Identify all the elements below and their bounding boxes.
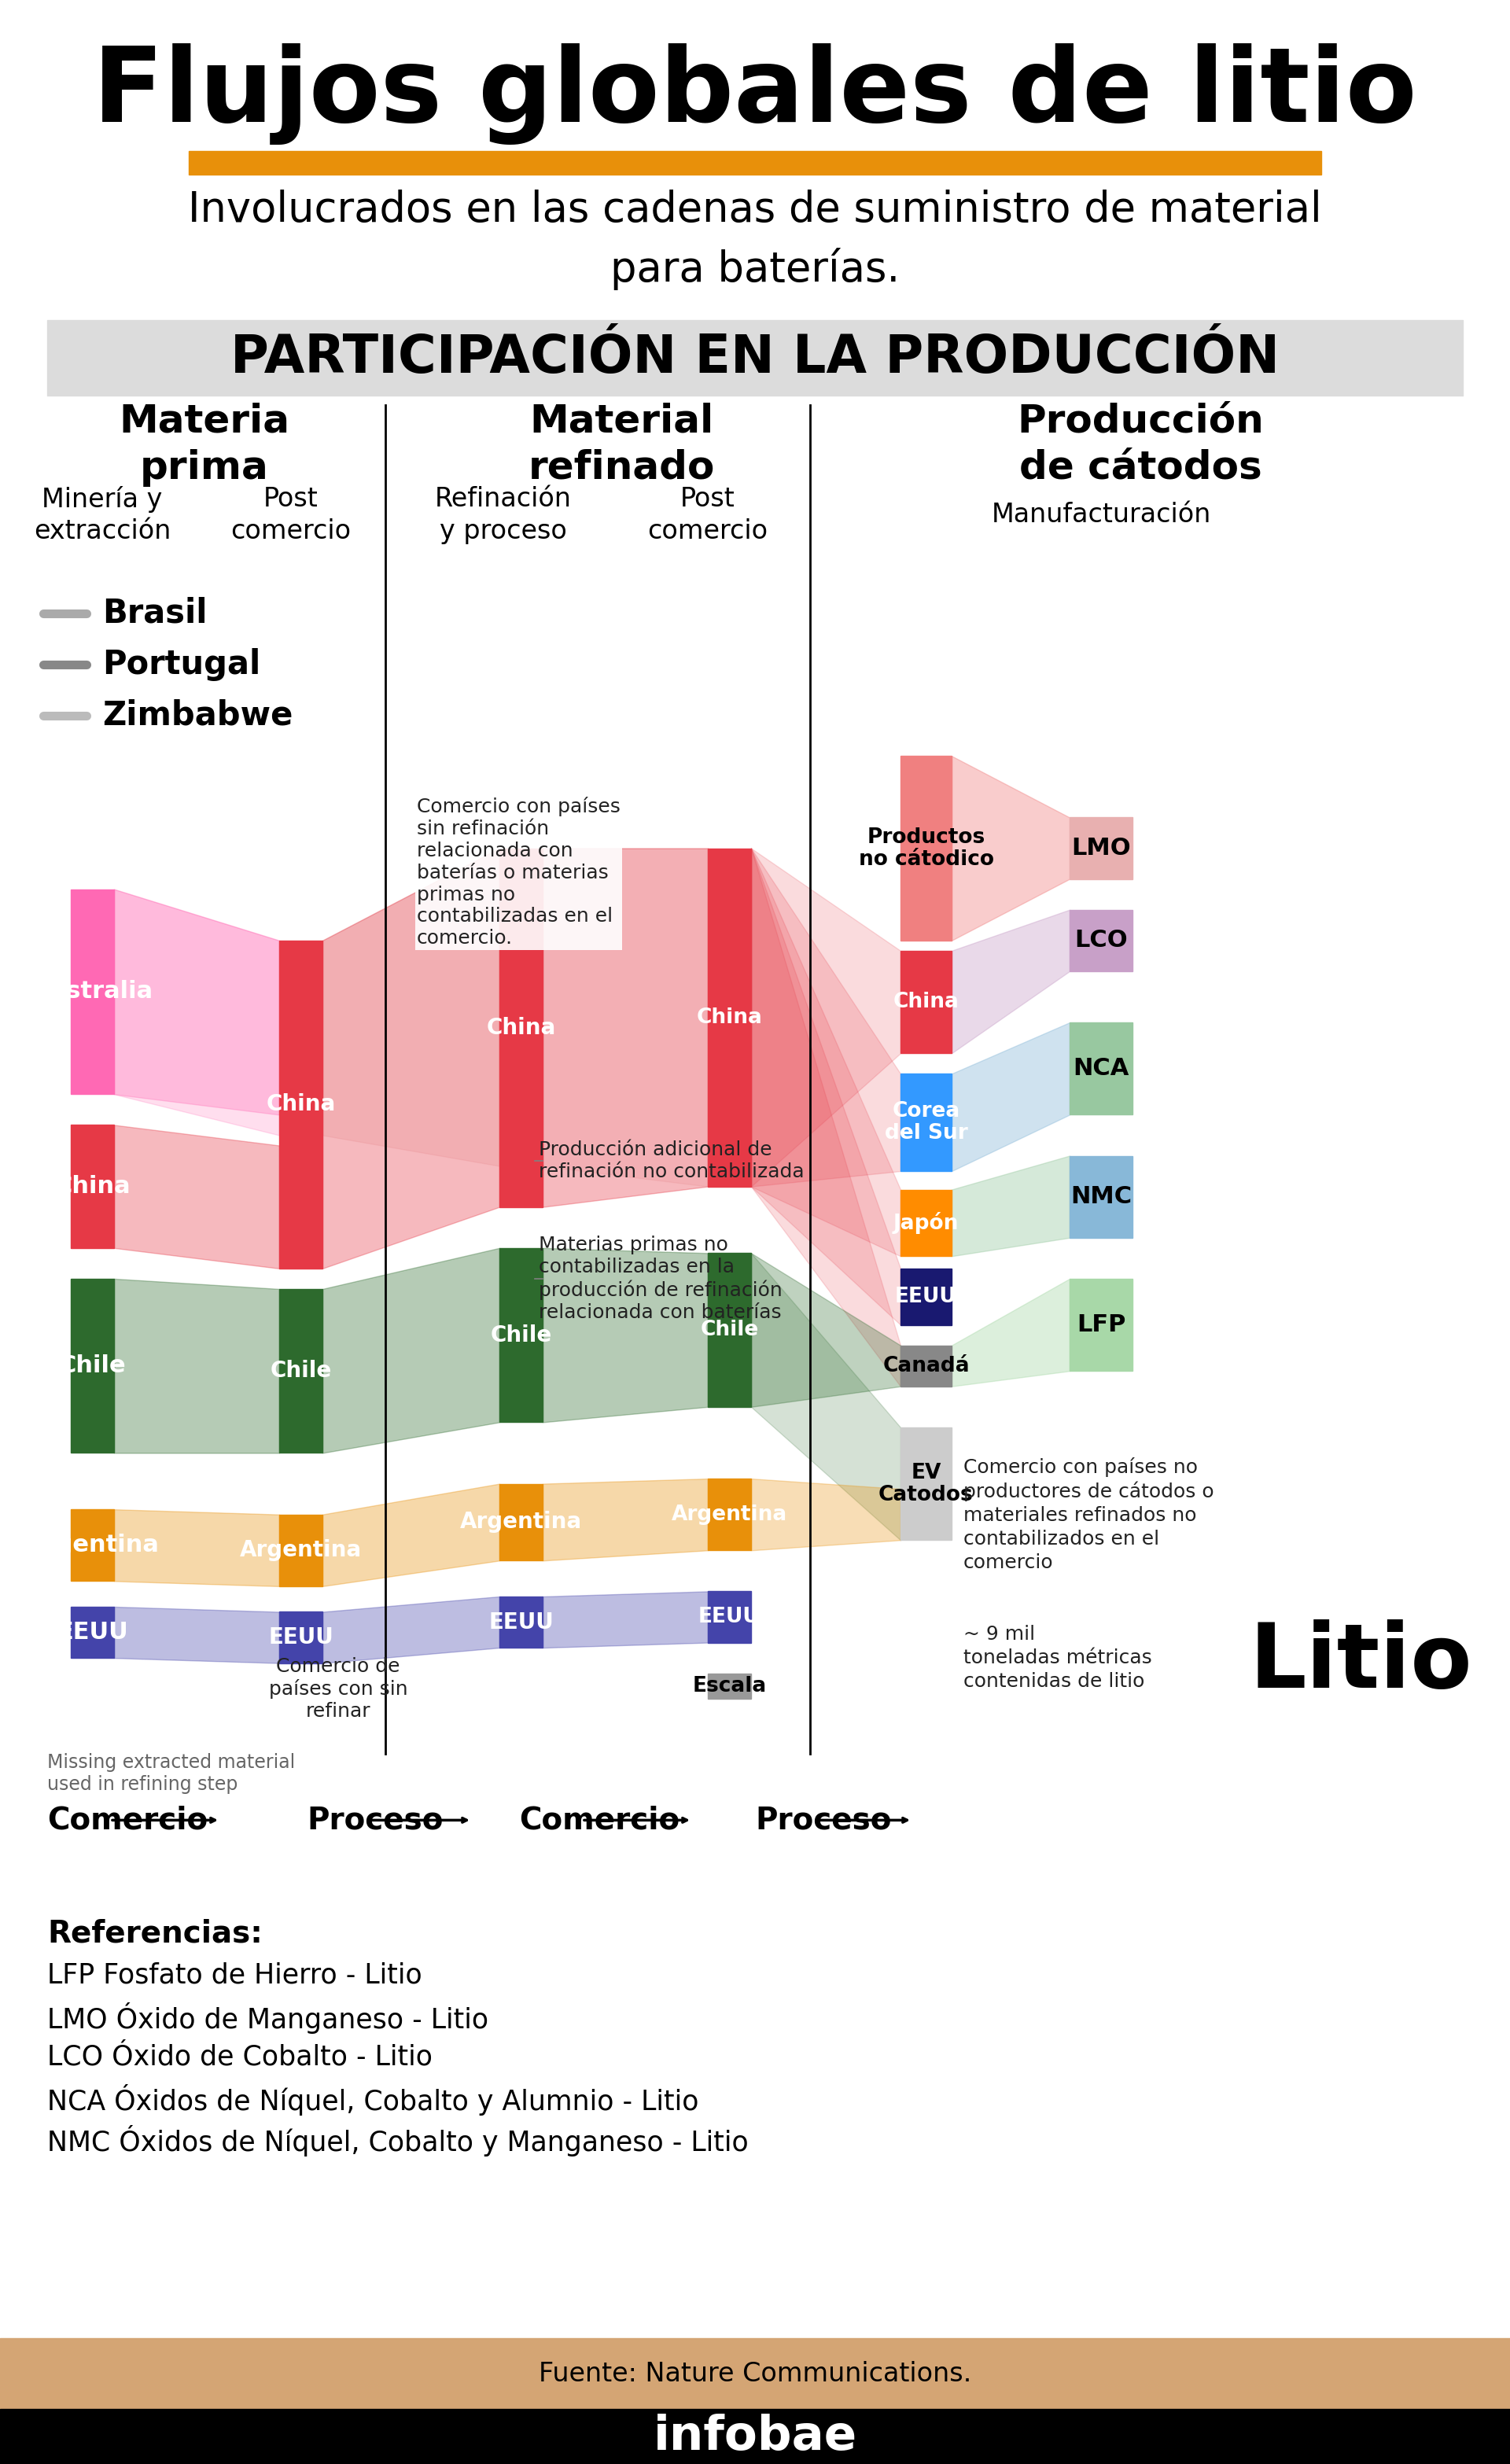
Text: Argentina: Argentina — [461, 1510, 581, 1533]
Text: EEUU: EEUU — [895, 1286, 957, 1306]
Bar — [279, 941, 323, 1269]
Text: Referencias:: Referencias: — [47, 1919, 263, 1949]
Text: LMO: LMO — [1071, 838, 1131, 860]
Text: Brasil: Brasil — [103, 596, 207, 631]
Bar — [708, 1478, 750, 1550]
Text: LFP Fosfato de Hierro - Litio: LFP Fosfato de Hierro - Litio — [47, 1961, 423, 1988]
Text: Chile: Chile — [701, 1321, 758, 1340]
Bar — [1069, 909, 1132, 971]
Bar — [900, 1345, 951, 1387]
Text: Escala: Escala — [693, 1676, 767, 1695]
Text: LCO: LCO — [1075, 929, 1128, 951]
Text: Material
refinado: Material refinado — [528, 402, 714, 485]
Text: Refinación
y proceso: Refinación y proceso — [435, 485, 572, 545]
Text: infobae: infobae — [652, 2412, 858, 2459]
Text: NMC Óxidos de Níquel, Cobalto y Manganeso - Litio: NMC Óxidos de Níquel, Cobalto y Manganes… — [47, 2126, 749, 2156]
Bar — [900, 1427, 951, 1540]
Bar — [500, 848, 542, 1207]
Text: Corea
del Sur: Corea del Sur — [885, 1101, 968, 1143]
Text: China: China — [266, 1094, 335, 1116]
Text: Argentina: Argentina — [26, 1533, 159, 1557]
Bar — [71, 1279, 115, 1454]
Bar — [500, 1483, 542, 1560]
Text: Chile: Chile — [270, 1360, 332, 1382]
Text: Manufacturación: Manufacturación — [991, 503, 1211, 527]
Bar — [71, 1607, 115, 1658]
Text: China: China — [486, 1018, 556, 1040]
Text: ~ 9 mil
toneladas métricas
contenidas de litio: ~ 9 mil toneladas métricas contenidas de… — [963, 1626, 1152, 1690]
Bar — [708, 1592, 750, 1643]
Text: Comercio con países no
productores de cátodos o
materiales refinados no
contabil: Comercio con países no productores de cá… — [963, 1456, 1214, 1572]
Text: NMC: NMC — [1071, 1185, 1132, 1207]
Bar — [71, 1126, 115, 1247]
Bar — [0, 2410, 1510, 2464]
Bar — [279, 1515, 323, 1587]
Text: China: China — [892, 991, 959, 1013]
Bar — [900, 1074, 951, 1170]
Text: Argentina: Argentina — [672, 1503, 787, 1525]
Bar — [0, 2338, 1510, 2410]
Text: Argentina: Argentina — [240, 1540, 362, 1562]
Bar — [500, 1597, 542, 1648]
Bar — [1069, 1279, 1132, 1370]
Text: Litio: Litio — [1249, 1619, 1472, 1708]
Text: China: China — [696, 1008, 763, 1027]
Text: Proceso: Proceso — [755, 1806, 891, 1836]
Text: Comercio: Comercio — [519, 1806, 680, 1836]
Bar — [1069, 818, 1132, 880]
Text: Portugal: Portugal — [103, 648, 261, 680]
Text: NCA Óxidos de Níquel, Cobalto y Alumnio - Litio: NCA Óxidos de Níquel, Cobalto y Alumnio … — [47, 2085, 699, 2117]
Bar — [71, 1510, 115, 1582]
Bar — [189, 150, 1321, 175]
Text: Fuente: Nature Communications.: Fuente: Nature Communications. — [539, 2361, 971, 2388]
Text: Materias primas no
contabilizadas en la
producción de refinación
relacionada con: Materias primas no contabilizadas en la … — [539, 1237, 782, 1321]
Text: LCO Óxido de Cobalto - Litio: LCO Óxido de Cobalto - Litio — [47, 2043, 432, 2070]
Bar — [708, 848, 750, 1188]
Text: EV
Catodos: EV Catodos — [879, 1464, 974, 1506]
Text: EEUU: EEUU — [489, 1611, 554, 1634]
Text: Comercio con países
sin refinación
relacionada con
baterías o materias
primas no: Comercio con países sin refinación relac… — [417, 796, 621, 949]
Text: LMO Óxido de Manganeso - Litio: LMO Óxido de Manganeso - Litio — [47, 2003, 489, 2035]
Text: Materia
prima: Materia prima — [119, 402, 290, 485]
Text: Japón: Japón — [894, 1212, 959, 1234]
Bar — [1069, 1156, 1132, 1237]
Text: Chile: Chile — [491, 1323, 551, 1345]
Text: Producción adicional de
refinación no contabilizada: Producción adicional de refinación no co… — [539, 1141, 805, 1180]
Text: Productos
no cátodico: Productos no cátodico — [858, 828, 994, 870]
Bar — [279, 1289, 323, 1454]
Text: Post
comercio: Post comercio — [231, 485, 352, 545]
Bar — [708, 1254, 750, 1407]
Bar — [500, 1247, 542, 1422]
Text: Involucrados en las cadenas de suministro de material
para baterías.: Involucrados en las cadenas de suministr… — [189, 190, 1321, 291]
Text: Proceso: Proceso — [307, 1806, 442, 1836]
Text: Post
comercio: Post comercio — [648, 485, 769, 545]
Bar — [900, 1269, 951, 1326]
Text: Producción
de cátodos: Producción de cátodos — [1018, 402, 1264, 485]
Text: Comercio: Comercio — [47, 1806, 208, 1836]
Bar — [47, 320, 1463, 397]
Text: Missing extracted material
used in refining step: Missing extracted material used in refin… — [47, 1754, 294, 1794]
Bar — [900, 951, 951, 1052]
Text: Australia: Australia — [32, 981, 154, 1003]
Text: EEUU: EEUU — [269, 1626, 334, 1648]
Text: NCA: NCA — [1074, 1057, 1129, 1079]
Text: LFP: LFP — [1077, 1313, 1125, 1335]
Bar — [900, 1190, 951, 1257]
Bar — [708, 1673, 750, 1700]
Text: EEUU: EEUU — [699, 1607, 761, 1626]
Text: PARTICIPACIÓN EN LA PRODUCCIÓN: PARTICIPACIÓN EN LA PRODUCCIÓN — [231, 333, 1279, 384]
Text: Zimbabwe: Zimbabwe — [103, 700, 293, 732]
Bar — [1069, 1023, 1132, 1114]
Bar — [900, 756, 951, 941]
Text: Minería y
extracción: Minería y extracción — [33, 485, 171, 545]
Text: China: China — [54, 1175, 130, 1198]
Text: Flujos globales de litio: Flujos globales de litio — [94, 44, 1416, 145]
Text: Canadá: Canadá — [882, 1355, 969, 1375]
Bar — [279, 1611, 323, 1663]
Text: Comercio de
países con sin
refinar: Comercio de países con sin refinar — [269, 1656, 408, 1720]
Text: EEUU: EEUU — [57, 1621, 128, 1643]
Text: Chile: Chile — [59, 1355, 125, 1377]
Bar — [71, 890, 115, 1094]
